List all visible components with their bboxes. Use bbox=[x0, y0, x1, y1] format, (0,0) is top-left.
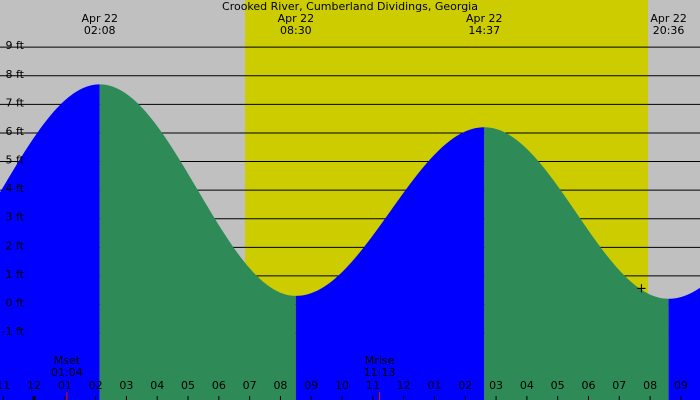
x-tick-label: 08 bbox=[643, 379, 657, 392]
x-tick-label: 05 bbox=[551, 379, 565, 392]
x-tick-label: 02 bbox=[89, 379, 103, 392]
x-tick-label: 03 bbox=[119, 379, 133, 392]
x-tick-label: 01 bbox=[58, 379, 72, 392]
rising-tide bbox=[295, 127, 485, 400]
chart-title: Crooked River, Cumberland Dividings, Geo… bbox=[222, 0, 478, 13]
x-tick-label: 08 bbox=[273, 379, 287, 392]
y-tick-label: -1 ft bbox=[2, 325, 25, 338]
x-tick-label: 11 bbox=[0, 379, 10, 392]
extreme-time: 14:37 bbox=[468, 24, 500, 37]
x-tick-label: 05 bbox=[181, 379, 195, 392]
extreme-time: 08:30 bbox=[280, 24, 312, 37]
x-tick-label: 11 bbox=[366, 379, 380, 392]
current-marker: + bbox=[636, 282, 647, 297]
moon-label: Mset bbox=[54, 354, 81, 367]
y-tick-label: 5 ft bbox=[6, 154, 25, 167]
x-tick-label: 01 bbox=[427, 379, 441, 392]
y-tick-label: 4 ft bbox=[6, 182, 25, 195]
x-tick-label: 09 bbox=[674, 379, 688, 392]
x-tick-label: 07 bbox=[612, 379, 626, 392]
y-tick-label: 1 ft bbox=[6, 268, 25, 281]
y-tick-label: 9 ft bbox=[6, 39, 25, 52]
extreme-time: 02:08 bbox=[84, 24, 116, 37]
x-tick-label: 03 bbox=[489, 379, 503, 392]
x-tick-label: 02 bbox=[458, 379, 472, 392]
x-tick-label: 12 bbox=[397, 379, 411, 392]
extreme-date: Apr 22 bbox=[466, 12, 503, 25]
x-tick-label: 06 bbox=[212, 379, 226, 392]
x-tick-label: 04 bbox=[520, 379, 534, 392]
x-tick-label: 12 bbox=[27, 379, 41, 392]
falling-tide bbox=[99, 84, 296, 400]
extreme-time: 20:36 bbox=[653, 24, 685, 37]
y-tick-label: 8 ft bbox=[6, 68, 25, 81]
y-tick-label: 7 ft bbox=[6, 96, 25, 109]
y-tick-label: 3 ft bbox=[6, 211, 25, 224]
y-tick-label: 2 ft bbox=[6, 239, 25, 252]
extreme-date: Apr 22 bbox=[81, 12, 118, 25]
rising-tide bbox=[0, 84, 100, 400]
extreme-date: Apr 22 bbox=[278, 12, 315, 25]
moon-label: Mrise bbox=[365, 354, 395, 367]
x-tick-label: 07 bbox=[243, 379, 257, 392]
x-tick-label: 06 bbox=[581, 379, 595, 392]
extreme-date: Apr 22 bbox=[650, 12, 687, 25]
x-tick-label: 04 bbox=[150, 379, 164, 392]
y-tick-label: 6 ft bbox=[6, 125, 25, 138]
y-tick-label: 0 ft bbox=[6, 297, 25, 310]
moon-time: 01:04 bbox=[51, 366, 83, 379]
rising-tide bbox=[668, 287, 700, 400]
x-tick-label: 10 bbox=[335, 379, 349, 392]
falling-tide bbox=[484, 127, 669, 400]
x-tick-label: 09 bbox=[304, 379, 318, 392]
moon-time: 11:13 bbox=[364, 366, 396, 379]
